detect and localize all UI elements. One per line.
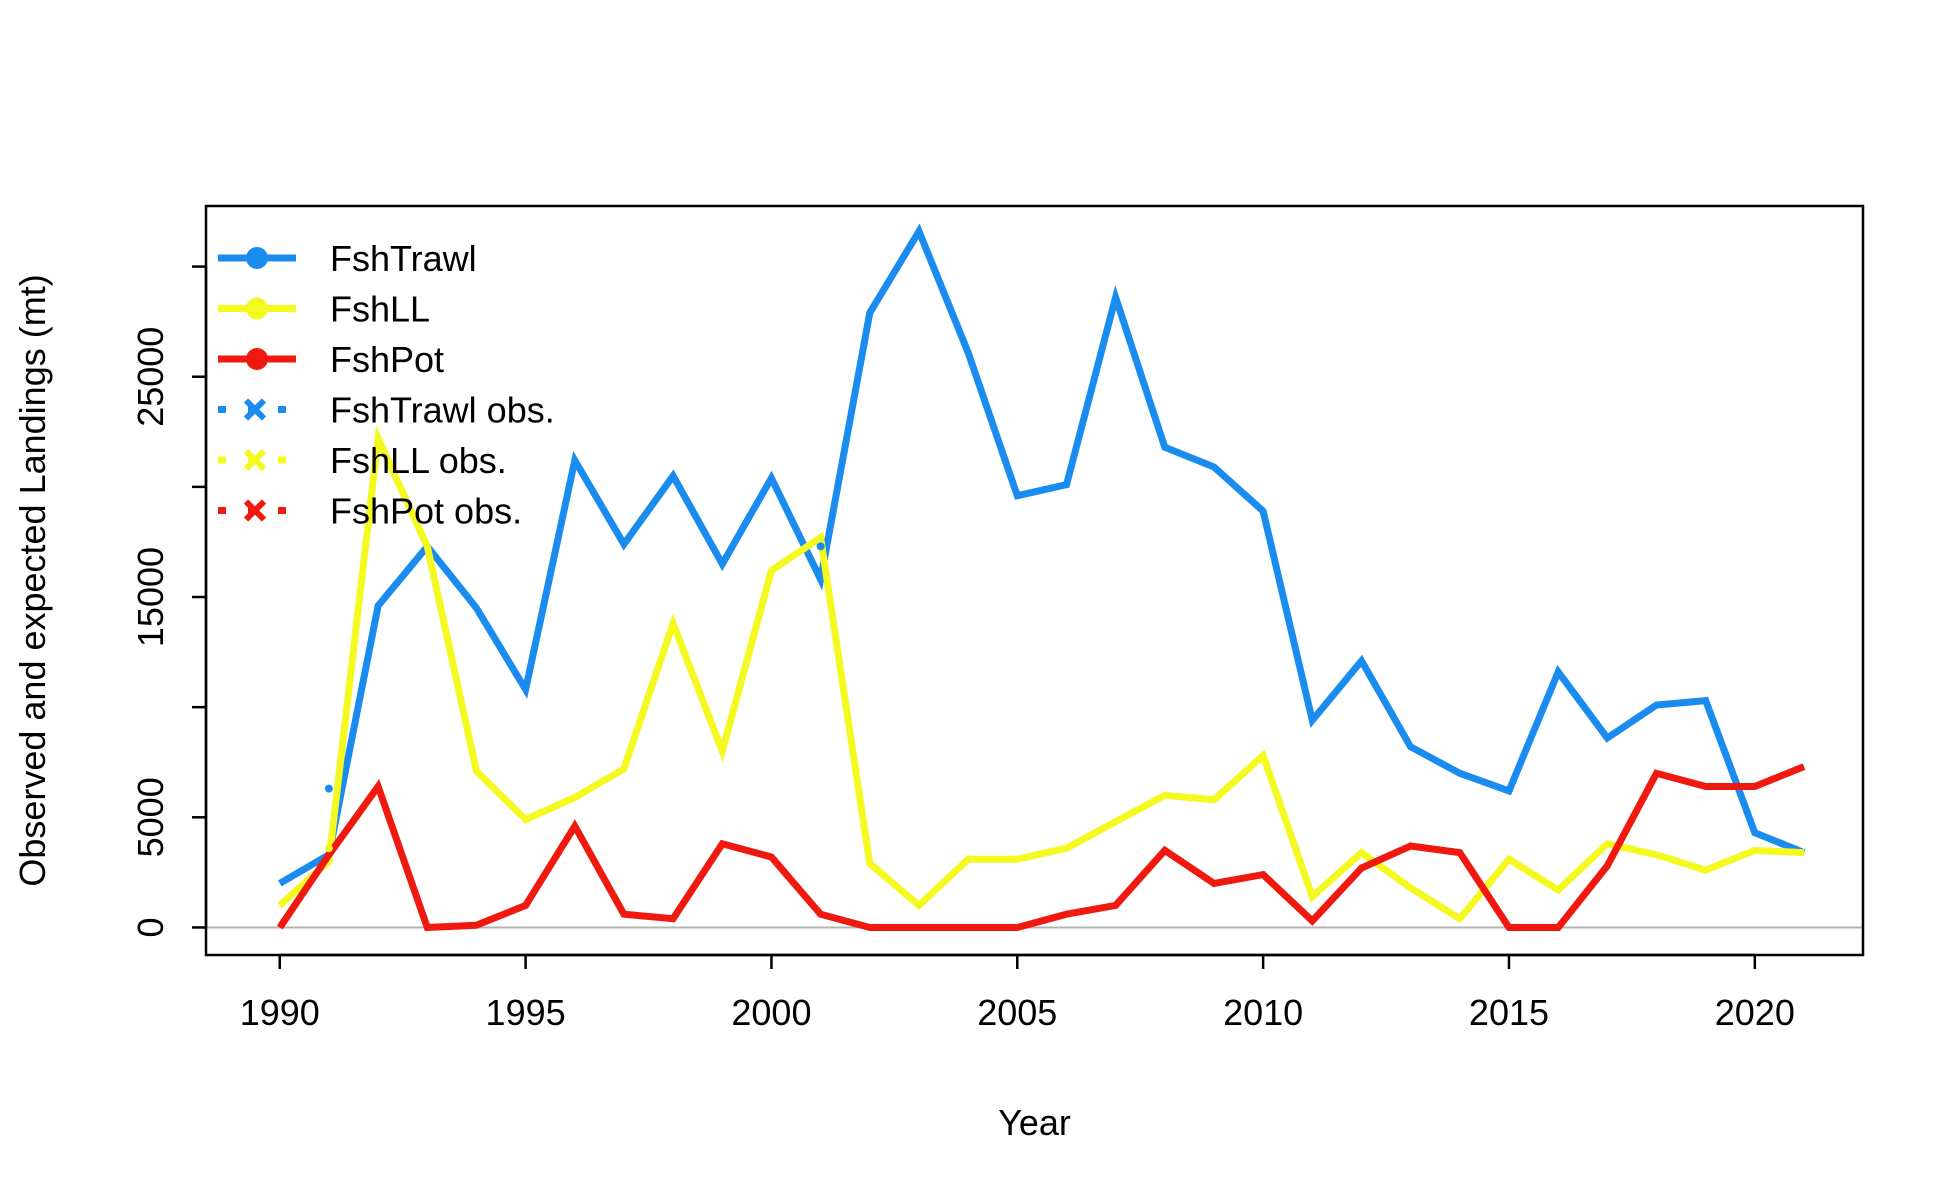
series-line-fshtrawl bbox=[278, 223, 1806, 887]
y-tick-label: 15000 bbox=[130, 547, 171, 647]
legend-item: FshLL bbox=[218, 289, 430, 330]
legend-label: FshTrawl obs. bbox=[330, 390, 555, 431]
series-layer bbox=[276, 223, 1806, 932]
y-tick-label: 5000 bbox=[130, 777, 171, 857]
y-tick-label: 0 bbox=[130, 917, 171, 937]
observed-point bbox=[324, 784, 333, 793]
x-tick-label: 2005 bbox=[977, 992, 1057, 1033]
observed-layer bbox=[324, 542, 825, 853]
x-tick-label: 2015 bbox=[1469, 992, 1549, 1033]
legend: FshTrawl FshLL FshPot FshTrawl obs. FshLL ob… bbox=[218, 238, 555, 532]
series-line-fshpot bbox=[276, 763, 1806, 932]
observed-point bbox=[816, 542, 825, 551]
y-axis-label: Observed and expected Landings (mt) bbox=[12, 274, 53, 886]
legend-item: FshTrawl obs. bbox=[218, 390, 555, 431]
observed-point bbox=[324, 844, 333, 853]
series-line-fshll bbox=[277, 425, 1805, 924]
legend-label: FshTrawl bbox=[330, 238, 477, 279]
legend-point-swatch bbox=[246, 297, 268, 320]
x-axis-label: Year bbox=[998, 1102, 1071, 1143]
x-tick-label: 2000 bbox=[731, 992, 811, 1033]
legend-cross-swatch bbox=[243, 499, 267, 522]
legend-label: FshPot bbox=[330, 339, 444, 380]
legend-cross-swatch bbox=[243, 398, 267, 421]
x-tick-label: 1990 bbox=[240, 992, 320, 1033]
legend-point-swatch bbox=[246, 247, 268, 269]
legend-item: FshPot bbox=[218, 339, 444, 380]
x-tick-label: 1995 bbox=[486, 992, 566, 1033]
y-tick-label: 25000 bbox=[130, 327, 171, 427]
legend-label: FshLL bbox=[330, 289, 430, 330]
legend-cross-swatch bbox=[243, 448, 267, 472]
legend-point-swatch bbox=[246, 348, 268, 370]
legend-label: FshPot obs. bbox=[330, 491, 522, 532]
y-axis: 0 5000 15000 25000 bbox=[130, 265, 208, 937]
x-tick-label: 2010 bbox=[1223, 992, 1303, 1033]
legend-item: FshPot obs. bbox=[218, 491, 522, 532]
legend-item: FshTrawl bbox=[218, 238, 477, 279]
legend-label: FshLL obs. bbox=[330, 440, 507, 481]
legend-item: FshLL obs. bbox=[218, 440, 507, 481]
x-tick-label: 2020 bbox=[1715, 992, 1795, 1033]
x-axis: 1990 1995 2000 2005 2010 2015 2020 bbox=[240, 953, 1795, 1033]
